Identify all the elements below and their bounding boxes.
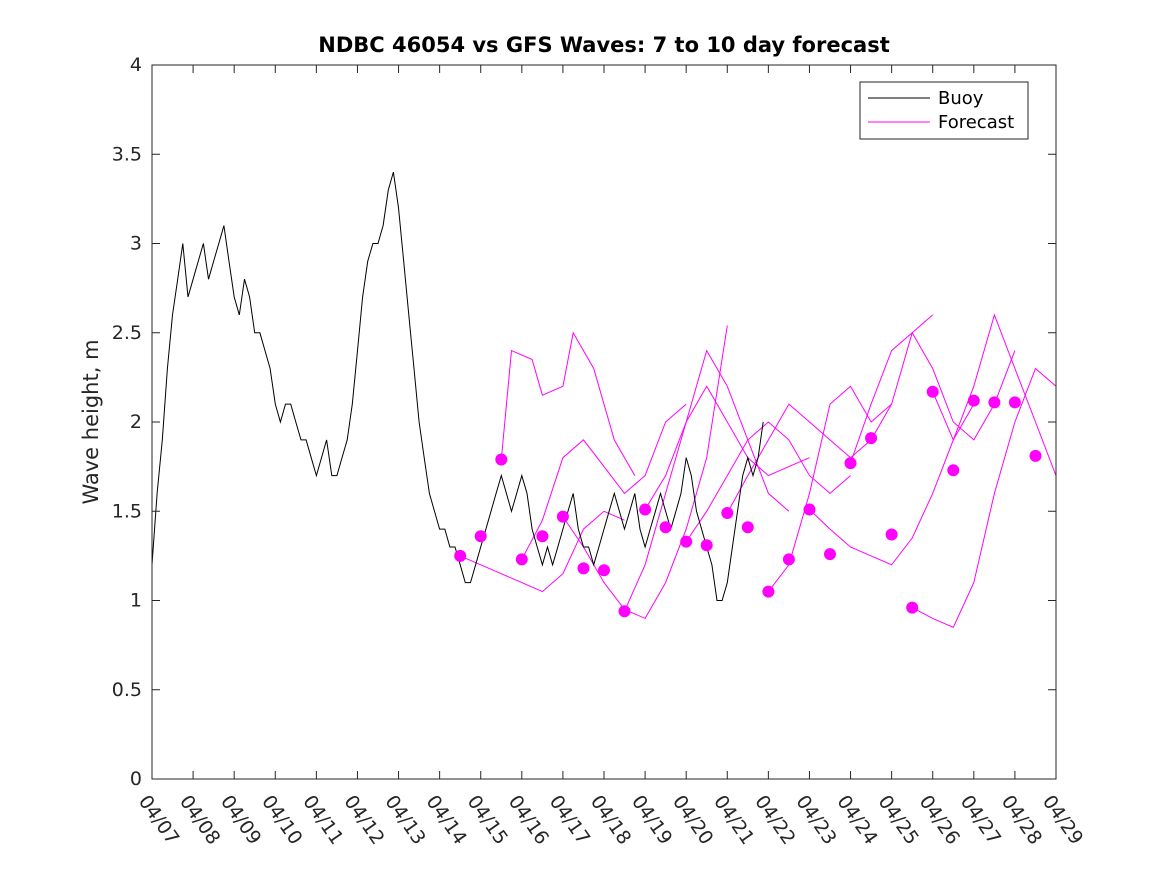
- legend-box: [859, 81, 1029, 140]
- y-tick-label: 2: [130, 411, 142, 433]
- legend-label-buoy: Buoy: [938, 88, 984, 109]
- y-tick-label: 0: [130, 768, 142, 790]
- forecast-marker: [639, 503, 652, 516]
- forecast-run-line: [809, 403, 975, 566]
- y-tick-label: 2.5: [112, 322, 142, 344]
- forecast-marker: [947, 464, 960, 477]
- forecast-series: [460, 313, 1056, 628]
- forecast-marker: [824, 548, 836, 561]
- forecast-run-line: [644, 385, 810, 510]
- plot-area: [152, 65, 1056, 779]
- forecast-run-line: [521, 403, 687, 560]
- forecast-run-line: [624, 349, 790, 612]
- y-tick-label: 4: [130, 54, 142, 76]
- forecast-marker: [926, 385, 939, 398]
- forecast-marker: [515, 553, 528, 566]
- forecast-marker: [577, 562, 590, 575]
- forecast-run-line: [768, 314, 934, 592]
- forecast-marker: [618, 605, 631, 618]
- forecast-marker: [598, 564, 610, 577]
- forecast-run-line: [911, 367, 1056, 628]
- forecast-marker: [1008, 396, 1021, 409]
- forecast-marker: [885, 528, 898, 541]
- forecast-marker: [782, 553, 795, 566]
- y-axis: 0 0.5 1 1.5 2 2.5 3 3.5 4: [112, 54, 1056, 790]
- forecast-marker: [741, 521, 754, 534]
- chart-title: NDBC 46054 vs GFS Waves: 7 to 10 day for…: [318, 33, 889, 57]
- forecast-marker: [454, 549, 467, 562]
- y-tick-label: 1.5: [112, 500, 142, 522]
- forecast-marker: [474, 530, 487, 543]
- forecast-markers: [454, 385, 1042, 618]
- y-tick-label: 3: [130, 233, 142, 255]
- forecast-marker: [803, 503, 816, 516]
- y-tick-label: 3.5: [112, 143, 142, 165]
- forecast-marker: [762, 585, 775, 598]
- forecast-run-line: [562, 325, 728, 620]
- forecast-run-line: [685, 421, 851, 542]
- forecast-marker: [1029, 449, 1042, 462]
- forecast-marker: [700, 539, 713, 552]
- y-tick-label: 0.5: [112, 679, 142, 701]
- forecast-marker: [906, 601, 919, 614]
- forecast-marker: [536, 530, 549, 543]
- forecast-marker: [865, 432, 878, 445]
- forecast-marker: [844, 457, 857, 470]
- forecast-run-line: [500, 331, 636, 476]
- forecast-marker: [659, 521, 672, 534]
- y-axis-label: Wave height, m: [79, 339, 103, 504]
- y-tick-label: 1: [130, 590, 142, 612]
- forecast-marker: [967, 394, 980, 407]
- forecast-run-line: [460, 510, 625, 593]
- forecast-marker: [556, 510, 569, 523]
- forecast-run-line: [850, 332, 1016, 464]
- forecast-run-line: [726, 403, 893, 514]
- forecast-marker: [721, 507, 734, 519]
- forecast-marker: [680, 535, 693, 548]
- legend-label-forecast: Forecast: [938, 112, 1014, 133]
- legend: Buoy Forecast: [859, 81, 1029, 140]
- forecast-marker: [495, 453, 508, 466]
- forecast-run-line: [932, 313, 1056, 476]
- forecast-marker: [988, 396, 1001, 409]
